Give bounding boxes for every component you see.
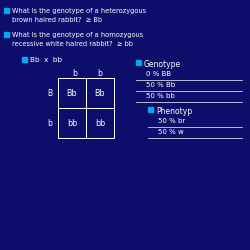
Text: 50 % bb: 50 % bb bbox=[146, 93, 175, 99]
Text: Bb: Bb bbox=[67, 88, 77, 98]
Text: b: b bbox=[98, 69, 102, 78]
Bar bbox=[148, 107, 153, 112]
Text: bb: bb bbox=[67, 118, 77, 128]
Text: brown haired rabbit?  ≥ Bb: brown haired rabbit? ≥ Bb bbox=[12, 17, 102, 23]
Bar bbox=[136, 60, 141, 65]
Bar bbox=[58, 78, 86, 108]
Bar bbox=[86, 78, 114, 108]
Text: recessive white haired rabbit?  ≥ bb: recessive white haired rabbit? ≥ bb bbox=[12, 41, 133, 47]
Text: Bb: Bb bbox=[95, 88, 105, 98]
Bar bbox=[4, 8, 9, 13]
Text: bb: bb bbox=[95, 118, 105, 128]
Bar bbox=[4, 32, 9, 37]
Text: 0 % BB: 0 % BB bbox=[146, 71, 171, 77]
Text: 50 % br: 50 % br bbox=[158, 118, 185, 124]
Bar bbox=[86, 108, 114, 138]
Bar bbox=[58, 108, 86, 138]
Text: What is the genotype of a homozygous: What is the genotype of a homozygous bbox=[12, 32, 143, 38]
Text: Phenotyp: Phenotyp bbox=[156, 107, 192, 116]
Text: 50 % w: 50 % w bbox=[158, 129, 184, 135]
Text: Genotype: Genotype bbox=[144, 60, 181, 69]
Text: Bb  x  bb: Bb x bb bbox=[30, 57, 62, 63]
Bar bbox=[22, 57, 27, 62]
Text: What is the genotype of a heterozygous: What is the genotype of a heterozygous bbox=[12, 8, 146, 14]
Text: 50 % Bb: 50 % Bb bbox=[146, 82, 175, 88]
Text: B: B bbox=[48, 88, 52, 98]
Text: b: b bbox=[72, 69, 78, 78]
Text: b: b bbox=[48, 118, 52, 128]
